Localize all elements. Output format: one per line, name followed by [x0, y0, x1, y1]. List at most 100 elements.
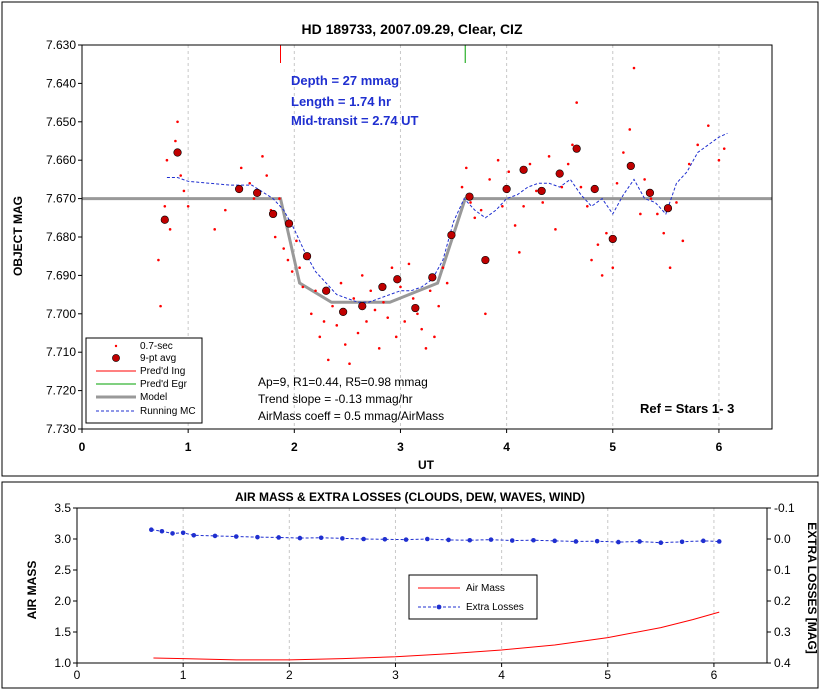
extra-losses-point-15: [425, 536, 430, 542]
avg-point-18: [519, 165, 528, 174]
extra-losses-point-4: [191, 532, 197, 538]
raw-point-12: [239, 166, 243, 170]
legend-swatch-raw: [114, 344, 118, 348]
running-mc-line: [166, 132, 728, 303]
raw-point-7: [179, 174, 183, 177]
raw-point-102: [681, 239, 685, 243]
top-y-tick-label-9: 7.720: [46, 384, 76, 398]
raw-point-98: [656, 212, 659, 216]
raw-point-32: [326, 358, 330, 362]
raw-point-78: [547, 155, 551, 158]
raw-point-91: [615, 181, 619, 185]
legend-swatch-losses-dot: [436, 604, 442, 610]
avg-point-13: [428, 273, 437, 282]
top-y-tick-label-5: 7.680: [46, 230, 76, 244]
bottom-x-tick-label-5: 5: [604, 668, 611, 682]
raw-point-88: [600, 274, 604, 277]
raw-point-6: [176, 120, 179, 124]
extra-losses-point-1: [159, 528, 165, 534]
avg-point-12: [411, 303, 420, 313]
top-y-tick-label-8: 7.710: [46, 345, 76, 359]
raw-point-34: [335, 324, 339, 327]
bottom-x-tick-label-0: 0: [74, 668, 81, 682]
top-chart-title: HD 189733, 2007.09.29, Clear, CIZ: [301, 21, 522, 37]
raw-point-73: [518, 251, 521, 254]
avg-point-16: [481, 255, 490, 265]
raw-point-105: [707, 124, 710, 127]
top-y-tick-label-0: 7.630: [46, 38, 76, 52]
raw-point-97: [649, 197, 653, 200]
bottom-plot-area: [76, 507, 768, 664]
extra-losses-point-8: [276, 535, 281, 540]
raw-point-38: [352, 297, 356, 300]
raw-point-90: [611, 266, 615, 270]
extra-losses-point-12: [361, 536, 366, 542]
running-mc-layer: [166, 132, 728, 303]
raw-point-94: [632, 66, 636, 70]
extra-losses-point-18: [488, 537, 494, 542]
raw-point-22: [286, 258, 290, 262]
raw-point-62: [460, 185, 464, 189]
extra-losses-point-7: [255, 534, 260, 540]
top-y-tick-label-1: 7.640: [46, 76, 76, 90]
raw-point-42: [369, 289, 373, 293]
raw-point-51: [407, 262, 411, 266]
extra-losses-point-11: [340, 536, 345, 541]
legend-label-egress: Pred'd Egr: [140, 379, 188, 390]
raw-point-45: [382, 300, 385, 304]
raw-point-83: [575, 101, 578, 104]
extra-losses-point-0: [149, 527, 154, 532]
bottom-x-tick-label-4: 4: [498, 668, 505, 682]
extra-losses-point-19: [509, 538, 515, 543]
raw-point-81: [566, 162, 570, 166]
top-y-tick-label-2: 7.650: [46, 115, 76, 129]
raw-point-77: [541, 201, 545, 204]
legend-label-airmass: Air Mass: [466, 583, 505, 594]
annotation-ref: Ref = Stars 1- 3: [640, 401, 734, 416]
extra-losses-point-25: [637, 539, 642, 544]
top-x-tick-label-0: 0: [79, 440, 86, 454]
avg-point-22: [590, 184, 599, 194]
extra-losses-point-26: [658, 540, 664, 546]
extra-losses-point-27: [679, 539, 685, 545]
avg-point-8: [339, 307, 348, 316]
raw-point-106: [717, 158, 721, 162]
extra-losses-point-17: [467, 537, 473, 543]
legend-label-raw: 0.7-sec: [140, 341, 173, 352]
raw-point-92: [622, 151, 625, 154]
avg-point-7: [322, 286, 331, 295]
raw-point-104: [696, 143, 699, 147]
raw-point-87: [596, 243, 600, 246]
top-y-tick-label-3: 7.660: [46, 153, 76, 167]
bottom-y-tick-label-5: 3.5: [54, 501, 71, 515]
avg-point-26: [663, 204, 673, 213]
raw-point-10: [213, 228, 216, 231]
raw-point-75: [528, 162, 532, 166]
avg-point-15: [465, 192, 474, 201]
raw-point-58: [437, 304, 440, 308]
avg-points-layer: [160, 144, 673, 316]
bottom-y-tick-label-3: 2.5: [54, 563, 71, 577]
top-legend-box: [85, 337, 203, 424]
top-x-tick-label-5: 5: [609, 440, 616, 454]
raw-point-66: [479, 208, 483, 212]
avg-point-17: [502, 184, 511, 194]
extra-losses-point-2: [170, 531, 175, 536]
raw-point-23: [290, 270, 294, 273]
raw-point-17: [265, 174, 269, 177]
annotation-length: Length = 1.74 hr: [291, 94, 391, 109]
avg-point-2: [235, 184, 244, 194]
extra-losses-point-6: [233, 534, 239, 539]
extra-losses-point-10: [318, 535, 324, 541]
top-x-tick-label-4: 4: [503, 440, 510, 454]
legend-swatch-avg: [112, 354, 120, 362]
raw-point-95: [639, 212, 642, 216]
raw-point-46: [386, 316, 390, 319]
extra-losses-point-28: [701, 538, 706, 544]
legend-label-model: Model: [140, 392, 167, 403]
raw-point-55: [424, 347, 428, 350]
bottom-chart-axes: 0 1 2 3 4 5 6 1.0 1.5 2.0 2.5 3.0 3.5 -0.1 0.0 0.1 0.2 0.…: [54, 501, 795, 682]
avg-point-5: [284, 219, 294, 228]
raw-point-68: [488, 178, 491, 181]
bottom-y-tick-label-4: 3.0: [54, 532, 71, 546]
